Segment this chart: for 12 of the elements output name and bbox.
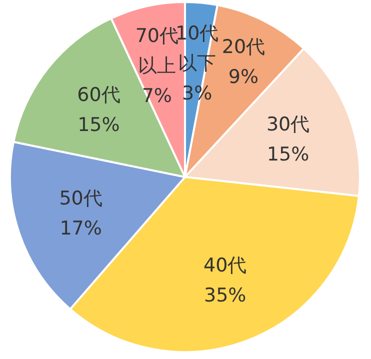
slice-label: 30代: [266, 113, 310, 136]
data-label: 7%: [142, 85, 172, 108]
slice-label: 20代: [222, 36, 266, 58]
data-label: 17%: [60, 217, 102, 240]
slice-label: 50代: [59, 187, 102, 210]
data-label: 15%: [266, 143, 310, 166]
slice-label: 40代: [204, 254, 247, 276]
data-label: 35%: [204, 284, 246, 306]
slice-label: 70代以上: [135, 25, 179, 78]
slice-label: 60代: [77, 84, 120, 106]
data-label: 9%: [228, 66, 259, 88]
data-label: 15%: [78, 114, 120, 136]
